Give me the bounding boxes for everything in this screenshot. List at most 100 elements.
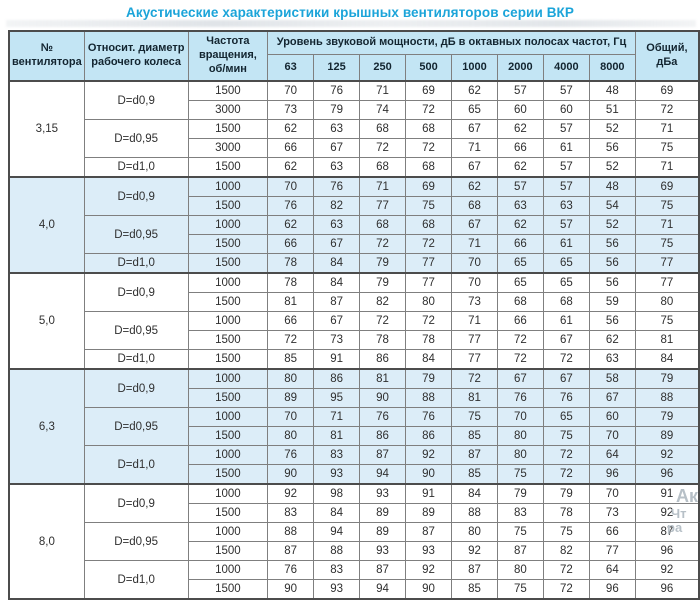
- total-dba-cell: 92: [634, 560, 700, 580]
- rpm-cell: 1500: [187, 349, 269, 370]
- level-cell-125hz: 93: [313, 579, 361, 600]
- header-frequency-1000: 1000: [450, 54, 498, 82]
- header-sound-power-level: Уровень звуковой мощности, дБ в октавных…: [267, 30, 636, 55]
- level-cell-63hz: 66: [267, 311, 315, 331]
- level-cell-500hz: 69: [405, 80, 452, 101]
- level-cell-2000hz: 75: [496, 579, 544, 600]
- level-cell-63hz: 70: [267, 407, 315, 427]
- level-cell-2000hz: 79: [496, 483, 544, 504]
- total-dba-cell: 96: [634, 541, 700, 561]
- diameter-cell: D=d1,0: [83, 349, 189, 370]
- level-cell-125hz: 84: [313, 272, 361, 293]
- level-cell-63hz: 80: [267, 426, 315, 446]
- table-row: D=d1,0 1500 62 63 68 68 67 62 57 52 71: [9, 157, 700, 178]
- level-cell-125hz: 67: [313, 234, 361, 254]
- rpm-cell: 1500: [187, 503, 269, 523]
- total-dba-cell: 96: [634, 579, 700, 600]
- table-row: D=d0,95 1000 62 63 68 68 67 62 57 52 71: [9, 215, 700, 254]
- level-cell-63hz: 81: [267, 292, 315, 312]
- total-dba-cell: 75: [634, 196, 700, 216]
- rpm-cell: 1500: [187, 579, 269, 600]
- level-cell-125hz: 91: [313, 349, 361, 370]
- level-cell-250hz: 76: [359, 407, 407, 427]
- level-cell-8000hz: 56: [588, 138, 636, 158]
- table-row: 5,0 D=d0,9 1000 78 84 79 77 70 65 65 56 77: [8, 272, 700, 370]
- level-cell-250hz: 93: [359, 483, 407, 504]
- level-cell-1000hz: 71: [450, 138, 498, 158]
- table-row: D=d1,0 1500 78 84 79 77 70 65 65 56 77: [9, 253, 700, 274]
- level-cell-1000hz: 80: [450, 522, 498, 542]
- total-dba-cell: 77: [634, 272, 700, 293]
- fan-number-cell: 4,0: [8, 176, 85, 274]
- table-row: 1500 90 93 94 90 85 75 72 96 96: [9, 464, 700, 485]
- diameter-cell: D=d0,95: [83, 119, 189, 158]
- total-dba-cell: 75: [634, 234, 700, 254]
- rpm-cell: 3000: [187, 138, 269, 158]
- faint-watermark-band: [6, 20, 696, 27]
- total-dba-cell: 71: [634, 119, 700, 139]
- level-cell-8000hz: 59: [588, 292, 636, 312]
- level-cell-1000hz: 75: [450, 407, 498, 427]
- level-cell-4000hz: 65: [542, 272, 590, 293]
- level-cell-250hz: 89: [359, 503, 407, 523]
- fan-number-cell: 6,3: [8, 368, 85, 485]
- level-cell-8000hz: 70: [588, 483, 636, 504]
- rpm-cell: 1000: [187, 176, 269, 197]
- level-cell-63hz: 85: [267, 349, 315, 370]
- table-row: 1500 81 87 82 80 73 68 68 59 80: [9, 292, 700, 312]
- level-cell-500hz: 76: [405, 407, 452, 427]
- level-cell-2000hz: 80: [496, 560, 544, 580]
- level-cell-250hz: 86: [359, 349, 407, 370]
- level-cell-1000hz: 88: [450, 503, 498, 523]
- level-cell-2000hz: 75: [496, 522, 544, 542]
- level-cell-8000hz: 56: [588, 311, 636, 331]
- level-cell-250hz: 94: [359, 579, 407, 600]
- diameter-cell: D=d0,9: [83, 272, 189, 312]
- rpm-cell: 1000: [187, 215, 269, 235]
- level-cell-2000hz: 57: [496, 176, 544, 197]
- level-cell-250hz: 72: [359, 234, 407, 254]
- level-cell-500hz: 72: [405, 234, 452, 254]
- level-cell-63hz: 73: [267, 100, 315, 120]
- level-cell-250hz: 77: [359, 196, 407, 216]
- header-frequency-250: 250: [359, 54, 407, 82]
- level-cell-2000hz: 60: [496, 100, 544, 120]
- level-cell-2000hz: 63: [496, 196, 544, 216]
- level-cell-125hz: 88: [313, 541, 361, 561]
- level-cell-500hz: 68: [405, 215, 452, 235]
- level-cell-2000hz: 80: [496, 426, 544, 446]
- total-dba-cell: 75: [634, 138, 700, 158]
- rpm-cell: 1500: [187, 464, 269, 485]
- level-cell-8000hz: 56: [588, 272, 636, 293]
- level-cell-4000hz: 67: [542, 330, 590, 350]
- diameter-cell: D=d0,9: [83, 368, 189, 408]
- level-cell-4000hz: 72: [542, 349, 590, 370]
- level-cell-500hz: 77: [405, 253, 452, 274]
- level-cell-1000hz: 67: [450, 157, 498, 178]
- level-cell-500hz: 87: [405, 522, 452, 542]
- level-cell-125hz: 79: [313, 100, 361, 120]
- table-row: D=d0,95 1500 62 63 68 68 67 62 57 52 71: [9, 119, 700, 158]
- level-cell-250hz: 68: [359, 119, 407, 139]
- table-row: 6,3 D=d0,9 1000 80 86 81 79 72 67 67 58 79: [8, 368, 700, 485]
- rpm-cell: 1500: [187, 157, 269, 178]
- rpm-cell: 1000: [187, 407, 269, 427]
- level-cell-2000hz: 57: [496, 80, 544, 101]
- rpm-cell: 1000: [187, 272, 269, 293]
- level-cell-500hz: 80: [405, 292, 452, 312]
- level-cell-125hz: 76: [313, 176, 361, 197]
- level-cell-2000hz: 66: [496, 311, 544, 331]
- diameter-cell: D=d1,0: [83, 445, 189, 485]
- level-cell-4000hz: 68: [542, 292, 590, 312]
- total-dba-cell: 91: [634, 483, 700, 504]
- table-row: D=d1,0 1000 76 83 87 92 87 80 72 64 92: [9, 560, 700, 600]
- level-cell-4000hz: 65: [542, 253, 590, 274]
- level-cell-4000hz: 57: [542, 157, 590, 178]
- level-cell-2000hz: 83: [496, 503, 544, 523]
- level-cell-8000hz: 58: [588, 368, 636, 389]
- level-cell-250hz: 89: [359, 522, 407, 542]
- level-cell-8000hz: 63: [588, 349, 636, 370]
- level-cell-63hz: 89: [267, 388, 315, 408]
- level-cell-1000hz: 92: [450, 541, 498, 561]
- level-cell-63hz: 62: [267, 157, 315, 178]
